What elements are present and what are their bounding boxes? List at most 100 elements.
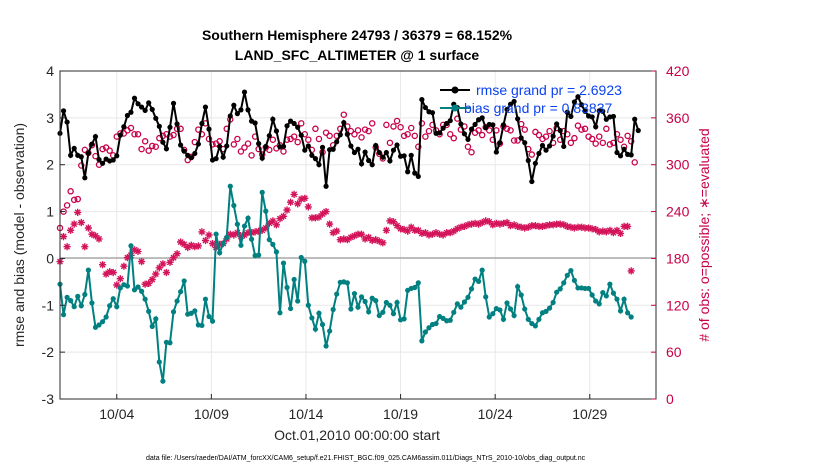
rmse-point-125 <box>500 122 507 128</box>
possible-point-94 <box>390 123 397 130</box>
rmse-point-18 <box>121 124 127 130</box>
rmse-point-100 <box>412 170 418 176</box>
bias-point-81 <box>344 280 350 286</box>
bias-point-89 <box>373 298 379 304</box>
bias-point-72 <box>312 326 319 332</box>
possible-point-51 <box>237 148 245 155</box>
rmse-point-49 <box>231 102 237 108</box>
bias-point-90 <box>376 312 382 319</box>
evaluated-point-61 <box>272 221 280 229</box>
bias-point-124 <box>497 307 503 313</box>
rmse-point-116 <box>468 126 475 132</box>
rmse-point-114 <box>461 131 468 137</box>
left-tick-label-3: 0 <box>46 250 54 266</box>
possible-point-154 <box>603 125 610 133</box>
evaluated-point-43 <box>208 240 217 248</box>
rmse-point-78 <box>334 139 340 145</box>
evaluated-point-31 <box>166 258 174 266</box>
bias-point-25 <box>146 308 152 314</box>
possible-point-52 <box>241 144 248 151</box>
right-axis-ticks: 0 60 120 180 240 300 360 420 <box>651 63 690 407</box>
evaluated-point-120 <box>482 217 490 225</box>
rmse-point-64 <box>284 123 290 129</box>
evaluated-point-36 <box>184 243 192 252</box>
bias-point-67 <box>295 298 301 304</box>
evaluated-point-88 <box>368 236 376 245</box>
possible-point-20 <box>127 124 135 132</box>
bias-point-22 <box>135 284 141 290</box>
rmse-point-33 <box>174 121 180 127</box>
evaluated-point-69 <box>301 194 309 202</box>
possible-point-133 <box>528 151 536 158</box>
bias-point-5 <box>75 293 81 299</box>
evaluated-point-147 <box>577 223 586 231</box>
evaluated-point-28 <box>155 264 163 272</box>
bias-point-61 <box>273 249 280 255</box>
left-tick-label-5: 2 <box>46 157 54 173</box>
evaluated-point-149 <box>585 224 593 232</box>
rmse-point-4 <box>71 145 77 151</box>
evaluated-point-122 <box>489 221 497 229</box>
rmse-point-48 <box>227 113 233 119</box>
evaluated-point-134 <box>531 222 539 230</box>
evaluated-point-160 <box>624 222 632 230</box>
rmse-point-25 <box>146 100 152 106</box>
chart-title-line2: LAND_SFC_ALTIMETER @ 1 surface <box>235 47 480 63</box>
rmse-point-6 <box>78 154 84 160</box>
rmse-point-26 <box>149 106 155 113</box>
bias-point-158 <box>617 308 624 314</box>
evaluated-point-145 <box>570 224 578 232</box>
possible-point-121 <box>486 127 493 134</box>
bias-point-27 <box>153 316 159 322</box>
rmse-point-53 <box>245 107 251 113</box>
possible-point-119 <box>478 131 486 139</box>
bias-point-33 <box>174 298 180 304</box>
evaluated-point-57 <box>258 226 266 234</box>
bias-point-51 <box>238 242 244 248</box>
possible-point-158 <box>617 136 624 143</box>
bias-point-113 <box>458 304 464 310</box>
possible-point-144 <box>567 139 575 147</box>
bias-point-71 <box>309 315 315 321</box>
bias-point-161 <box>628 314 634 320</box>
evaluated-point-105 <box>428 230 437 238</box>
rmse-point-93 <box>387 158 393 164</box>
rmse-point-77 <box>330 146 336 152</box>
evaluated-point-110 <box>446 229 454 237</box>
rmse-point-60 <box>270 116 276 122</box>
possible-point-80 <box>340 111 348 118</box>
evaluated-point-66 <box>290 190 298 198</box>
bias-point-43 <box>209 318 216 324</box>
evaluated-point-74 <box>318 210 327 218</box>
evaluated-point-9 <box>88 230 96 238</box>
evaluated-point-33 <box>173 250 181 258</box>
rmse-point-45 <box>217 143 223 150</box>
rmse-point-24 <box>142 107 148 113</box>
bias-point-6 <box>78 303 84 309</box>
possible-point-127 <box>507 127 514 134</box>
evaluated-point-4 <box>70 220 78 228</box>
evaluated-point-10 <box>91 232 100 240</box>
x-tick-label-4: 10/24 <box>478 406 513 422</box>
bias-point-94 <box>390 311 397 317</box>
bias-point-159 <box>621 296 627 302</box>
bias-point-14 <box>107 303 113 309</box>
evaluated-point-137 <box>542 222 550 230</box>
rmse-point-32 <box>170 100 177 106</box>
x-tick-label-0: 10/04 <box>99 406 134 422</box>
rmse-point-66 <box>291 120 297 127</box>
evaluated-point-48 <box>226 230 234 238</box>
x-tick-label-5: 10/29 <box>572 406 607 422</box>
evaluated-point-55 <box>251 228 259 236</box>
evaluated-point-90 <box>375 237 383 245</box>
evaluated-point-19 <box>123 254 131 262</box>
rmse-point-30 <box>163 146 170 152</box>
possible-point-5 <box>74 195 81 203</box>
evaluated-point-59 <box>265 219 273 227</box>
possible-point-137 <box>542 133 550 140</box>
bias-point-3 <box>68 298 74 304</box>
bias-point-34 <box>178 289 184 295</box>
evaluated-point-49 <box>230 231 238 239</box>
bias-point-56 <box>256 252 262 258</box>
evaluated-point-92 <box>382 226 390 234</box>
